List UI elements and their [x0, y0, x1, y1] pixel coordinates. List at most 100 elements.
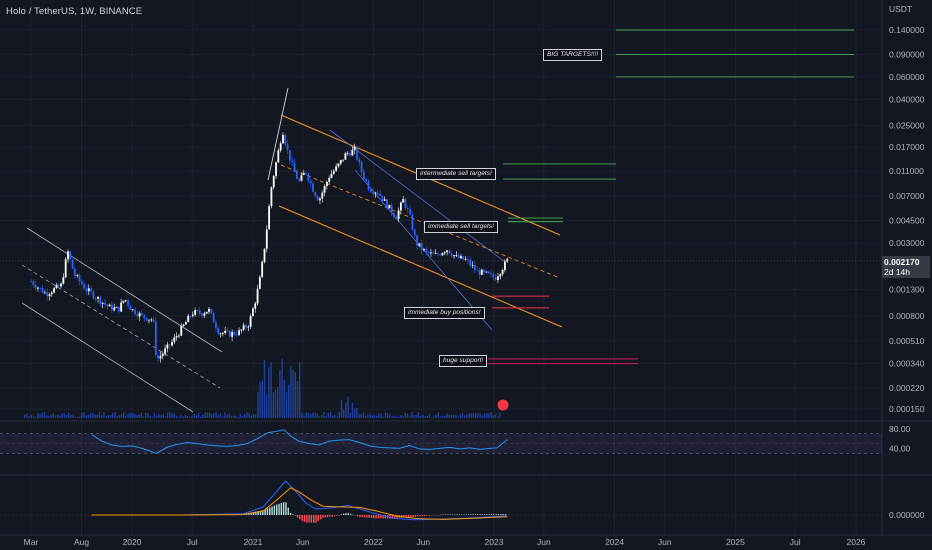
volume-bar: [384, 412, 387, 418]
candle-body: [450, 253, 453, 257]
volume-bar: [125, 415, 127, 418]
candle-body: [74, 268, 76, 276]
volume-bar: [323, 412, 325, 418]
candle-body: [416, 235, 418, 246]
currency-label: USDT: [889, 4, 912, 14]
candle-body: [358, 159, 361, 163]
volume-bar: [41, 412, 43, 418]
macd-histogram-bar: [488, 514, 491, 515]
y-tick-label: 0.000800: [889, 311, 925, 321]
macd-histogram-bar: [329, 515, 331, 517]
annotation-immediate-sell[interactable]: immediate sell targets!: [424, 221, 498, 233]
macd-histogram-bar: [336, 515, 338, 516]
candle-body: [134, 309, 136, 315]
volume-bar: [213, 413, 215, 418]
volume-bar: [387, 412, 389, 418]
candle-body: [423, 249, 425, 250]
volume-bar: [178, 416, 180, 418]
volume-bar: [147, 412, 149, 418]
volume-bar: [420, 416, 422, 418]
volume-bar: [404, 412, 406, 418]
candle-body: [460, 256, 462, 259]
x-tick-label: Aug: [74, 537, 89, 547]
candle-body: [443, 252, 446, 254]
candle-body: [249, 316, 252, 327]
macd-histogram-bar: [317, 515, 320, 522]
annotation-big-targets[interactable]: BIG TARGETS!!!!: [543, 49, 603, 61]
candle-body: [291, 160, 294, 163]
volume-bar: [169, 412, 171, 418]
candle-body: [383, 199, 386, 201]
candle-body: [356, 147, 358, 160]
volume-bar: [354, 409, 356, 418]
target-levels[interactable]: [488, 29, 854, 365]
y-tick-label: 0.003000: [889, 238, 925, 248]
candle-body: [122, 300, 125, 303]
macd-histogram-bar: [255, 511, 257, 515]
macd-histogram-bar: [308, 515, 310, 523]
candle-body: [184, 322, 187, 325]
x-tick-label: 2021: [243, 537, 262, 547]
blue-line-upper: [329, 129, 506, 263]
volume-bar: [402, 416, 404, 418]
candle-body: [196, 310, 199, 312]
volume-bar: [61, 413, 63, 418]
candle-body: [282, 134, 284, 144]
volume-bar: [424, 416, 426, 418]
annotation-immediate-buy[interactable]: immediate buy positions!: [404, 307, 485, 319]
volume-bar: [193, 413, 195, 418]
candle-body: [238, 330, 240, 335]
candle-body: [420, 243, 423, 250]
volume-bar: [406, 413, 409, 418]
candle-body: [124, 300, 127, 301]
volume-bar: [303, 415, 305, 418]
macd-histogram-bar: [407, 515, 410, 518]
macd-histogram-bar: [380, 515, 382, 519]
candle-body: [425, 249, 428, 252]
x-tick-label: 2023: [485, 537, 504, 547]
candle-body: [427, 251, 430, 254]
volume-bar: [257, 391, 259, 418]
candle-body: [226, 330, 229, 332]
volume-bar: [299, 362, 301, 418]
volume-bar: [475, 413, 477, 418]
x-tick-label: 2020: [123, 537, 142, 547]
candle-body: [393, 213, 395, 217]
annotation-intermediate-sell[interactable]: intermediate sell targets!: [416, 168, 496, 180]
volume-bar: [204, 412, 206, 418]
y-tick-label: 0.140000: [889, 25, 925, 35]
volume-bar: [197, 412, 200, 418]
volume-bar: [120, 413, 123, 418]
macd-histogram-bar: [356, 515, 359, 517]
volume-bar: [164, 416, 167, 418]
rsi-tick-label: 80.00: [889, 424, 911, 434]
candle-body: [147, 319, 150, 321]
annotation-huge-support[interactable]: huge support!: [439, 355, 488, 367]
macd-histogram-bar: [375, 515, 377, 519]
macd-histogram-bar: [486, 514, 488, 515]
macd-histogram-bar: [497, 514, 500, 515]
candle-body: [101, 302, 104, 304]
candle-body: [258, 276, 261, 289]
spike-trend-line: [267, 87, 289, 181]
volume-bar: [488, 413, 490, 418]
candle-body: [30, 281, 32, 283]
volume-bar: [138, 414, 140, 418]
candle-body: [374, 192, 377, 194]
volume-bar: [444, 415, 446, 418]
volume-bar: [107, 415, 109, 418]
candle-body: [312, 183, 314, 193]
volume-bar: [208, 412, 211, 418]
candle-body: [406, 208, 409, 210]
candle-body: [32, 281, 35, 286]
signal-line: [91, 487, 508, 520]
volume-bar: [105, 416, 107, 418]
y-tick-label: 0.090000: [889, 49, 925, 59]
candle-body: [372, 191, 375, 194]
candle-body: [321, 192, 324, 199]
volume-bar: [307, 412, 310, 418]
event-flag-icon: [497, 399, 509, 411]
candle-body: [57, 284, 60, 287]
candle-body: [87, 288, 90, 292]
